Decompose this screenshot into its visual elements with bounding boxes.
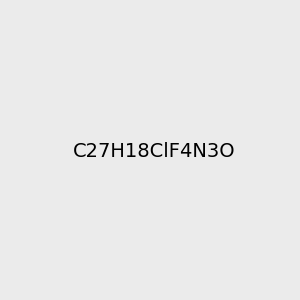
Text: C27H18ClF4N3O: C27H18ClF4N3O [72,142,235,161]
